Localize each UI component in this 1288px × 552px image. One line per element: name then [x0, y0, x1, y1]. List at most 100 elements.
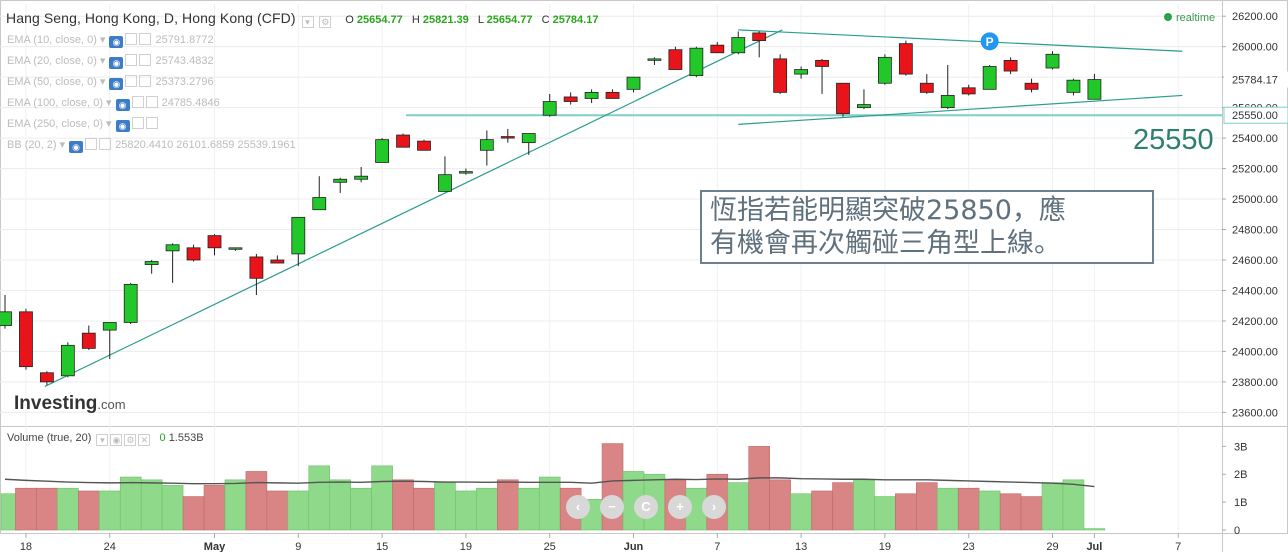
- candle: [752, 31, 767, 58]
- volume-tick-label: 3B: [1234, 441, 1247, 453]
- close-icon[interactable]: [145, 96, 158, 108]
- volume-bar: [434, 482, 456, 531]
- candle: [836, 82, 850, 117]
- volume-bar: [392, 479, 414, 531]
- price-tick-label: 24400.00: [1232, 285, 1278, 297]
- volume-bar: [874, 496, 896, 531]
- candle: [186, 244, 201, 262]
- indicator-ema-100[interactable]: EMA (100, close, 0) ▾ ◉ 24785.4846: [7, 96, 220, 111]
- candle-body: [312, 197, 327, 211]
- indicator-bb[interactable]: BB (20, 2) ▾ ◉ 25820.4410 26101.6859 25539…: [7, 138, 296, 153]
- candle: [815, 58, 829, 94]
- candle-body: [1045, 53, 1060, 69]
- dropdown-arrow-icon[interactable]: ▾: [301, 16, 314, 28]
- ohlc-readout: O 25654.77 H 25821.39 L 25654.77 C 25784…: [345, 14, 604, 26]
- price-tick-label: 24600.00: [1232, 255, 1278, 267]
- dropdown-arrow-icon[interactable]: ▾: [96, 434, 109, 446]
- close-icon[interactable]: [139, 33, 152, 45]
- candle: [438, 156, 452, 192]
- volume-bar: [203, 485, 226, 531]
- indicator-label: EMA (20, close, 0): [7, 55, 97, 67]
- candle-body: [668, 49, 683, 70]
- settings-icon[interactable]: [85, 138, 98, 150]
- volume-bar: [119, 476, 142, 531]
- close-icon[interactable]: ✕: [138, 434, 151, 446]
- candle-body: [1066, 79, 1081, 93]
- candle-body: [186, 247, 201, 261]
- candle-body: [710, 44, 725, 54]
- settings-icon[interactable]: [125, 54, 138, 66]
- indicator-ema-50[interactable]: EMA (50, close, 0) ▾ ◉ 25373.2796: [7, 75, 214, 90]
- time-tick-label: 23: [963, 541, 975, 552]
- eye-icon[interactable]: ◉: [115, 120, 130, 132]
- eye-icon[interactable]: ◉: [115, 99, 130, 111]
- settings-icon[interactable]: [125, 33, 138, 45]
- candle-body: [102, 322, 117, 331]
- candle-body: [0, 311, 12, 326]
- realtime-dot-icon: [1164, 13, 1172, 21]
- candle: [1045, 51, 1060, 70]
- candle: [878, 54, 892, 85]
- candle-body: [898, 43, 913, 75]
- candle: [165, 243, 180, 283]
- close-icon[interactable]: [139, 75, 152, 87]
- candle-body: [521, 133, 536, 144]
- ohlc-close-key: C: [541, 14, 550, 26]
- zoom-out-icon[interactable]: −: [600, 495, 624, 519]
- candle-body: [794, 69, 808, 75]
- eye-icon[interactable]: ◉: [109, 57, 124, 69]
- scroll-left-icon[interactable]: ‹: [566, 495, 590, 519]
- close-icon[interactable]: [139, 54, 152, 66]
- indicator-label: BB (20, 2): [7, 139, 57, 151]
- realtime-label: realtime: [1176, 12, 1216, 24]
- candle-body: [752, 32, 767, 41]
- candle-body: [961, 87, 976, 95]
- level-price-label: 25550.00: [1232, 110, 1278, 122]
- indicator-ema-10[interactable]: EMA (10, close, 0) ▾ ◉ 25791.8772: [7, 33, 214, 48]
- volume-bar: [36, 487, 58, 531]
- candle: [898, 40, 913, 76]
- indicator-ema-20[interactable]: EMA (20, close, 0) ▾ ◉ 25743.4832: [7, 54, 214, 69]
- close-icon[interactable]: [99, 138, 112, 150]
- candle: [961, 84, 976, 96]
- volume-value-1: 1.553B: [168, 432, 204, 444]
- volume-bar: [329, 479, 351, 531]
- candle: [794, 66, 808, 79]
- eye-icon[interactable]: ◉: [109, 78, 124, 90]
- indicator-value: 25373.2796: [155, 76, 214, 88]
- eye-icon[interactable]: ◉: [69, 141, 84, 153]
- settings-icon[interactable]: ⚙: [124, 434, 137, 446]
- price-tick-label: 24200.00: [1232, 316, 1278, 328]
- symbol-title[interactable]: Hang Seng, Hong Kong, D, Hong Kong (CFD): [6, 10, 296, 26]
- eye-icon[interactable]: ◉: [109, 36, 124, 48]
- chart-header: Hang Seng, Hong Kong, D, Hong Kong (CFD)…: [6, 10, 604, 28]
- volume-ma-line: [4, 477, 1095, 488]
- zoom-in-icon[interactable]: +: [668, 495, 692, 519]
- candle: [291, 216, 306, 267]
- reset-icon[interactable]: C: [634, 495, 658, 519]
- scroll-right-icon[interactable]: ›: [702, 495, 726, 519]
- candle: [605, 89, 620, 99]
- volume-header: Volume (true, 20) ▾ ◉ ⚙ ✕ 0 1.553B: [7, 432, 204, 446]
- volume-bar: [161, 485, 184, 531]
- volume-bar: [78, 490, 100, 531]
- ohlc-low-value: 25654.77: [486, 14, 533, 26]
- settings-icon[interactable]: [131, 117, 144, 129]
- time-tick-label: 13: [795, 541, 807, 552]
- volume-bar: [1020, 496, 1043, 531]
- level-annotation: 25550: [1133, 124, 1214, 156]
- settings-icon[interactable]: [125, 75, 138, 87]
- settings-icon[interactable]: [131, 96, 144, 108]
- candle: [144, 260, 159, 274]
- volume-bar: [832, 482, 854, 531]
- volume-bar: [916, 482, 938, 531]
- close-icon[interactable]: [145, 117, 158, 129]
- volume-tick-label: 0: [1234, 525, 1240, 537]
- eye-icon[interactable]: ◉: [110, 434, 123, 446]
- indicator-ema-250[interactable]: EMA (250, close, 0) ▾ ◉: [7, 117, 162, 132]
- candle: [773, 54, 788, 94]
- settings-icon[interactable]: ⚙: [319, 16, 332, 28]
- candle: [270, 255, 285, 264]
- volume-bar: [978, 490, 1001, 531]
- candle: [19, 308, 33, 370]
